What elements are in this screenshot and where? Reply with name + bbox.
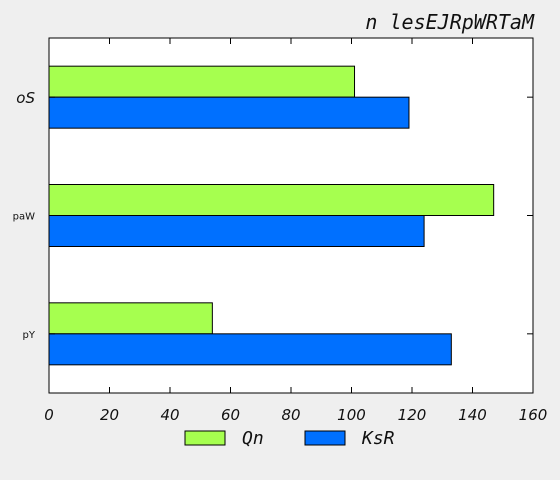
x-tick-label: 40 — [160, 406, 179, 424]
bars-layer — [48, 65, 495, 366]
legend: Qn KsR — [184, 428, 395, 449]
x-tick-label: 120 — [398, 406, 427, 424]
bar-KsR-oS — [48, 96, 410, 129]
x-tick-label: 160 — [519, 406, 548, 424]
bar-KsR-pY — [48, 333, 452, 366]
legend-label-KsR: KsR — [361, 428, 395, 449]
chart-title: n lesEJRpWRTaM — [365, 10, 535, 34]
x-tick-label: 20 — [100, 406, 119, 424]
y-tick-label: pY — [23, 330, 36, 341]
legend-label-Qn: Qn — [242, 428, 264, 449]
bar-Qn-pY — [48, 302, 213, 335]
y-tick-label: paW — [13, 212, 35, 223]
bar-Qn-paW — [48, 184, 495, 216]
y-tick-label: oS — [16, 89, 35, 107]
x-tick-label: 60 — [221, 406, 240, 424]
x-tick-label: 0 — [44, 406, 54, 424]
ticks-layer: oS paW pY 0 20 40 60 80 100 120 140 160 — [13, 38, 548, 424]
legend-swatch-Qn — [184, 430, 226, 446]
plot-frame — [48, 37, 534, 394]
legend-swatch-KsR — [304, 430, 346, 446]
x-tick-label: 80 — [281, 406, 300, 424]
x-tick-label: 100 — [337, 406, 366, 424]
bar-Qn-oS — [48, 65, 356, 98]
x-tick-label: 140 — [458, 406, 487, 424]
bar-KsR-paW — [48, 215, 425, 247]
